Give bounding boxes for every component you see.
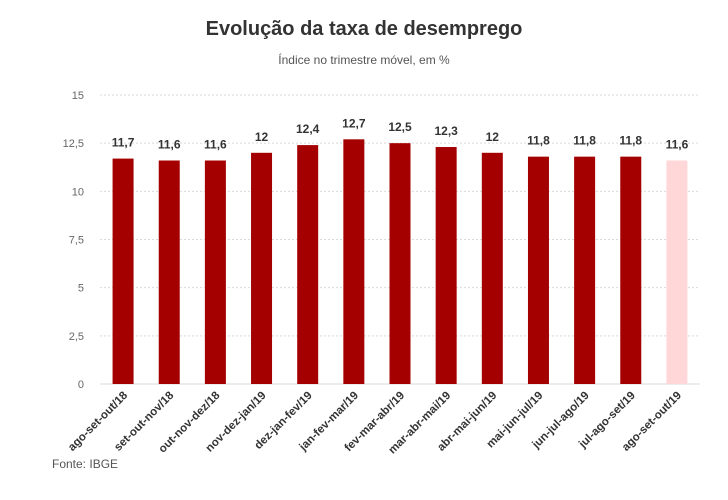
data-label: 11,8 bbox=[619, 134, 642, 148]
source-note: Fonte: IBGE bbox=[52, 457, 119, 471]
y-axis-ticks: 0 2,5 5 7,5 10 12,5 15 bbox=[63, 90, 84, 391]
bar bbox=[481, 152, 503, 384]
x-axis-ticks: ago-set-out/18set-out-nov/18out-nov-dez/… bbox=[66, 389, 684, 456]
y-tick-label: 5 bbox=[78, 283, 84, 295]
bar bbox=[620, 156, 642, 384]
chart-title: Evolução da taxa de desemprego bbox=[205, 18, 523, 40]
data-label: 11,7 bbox=[112, 136, 135, 150]
y-tick-label: 10 bbox=[72, 186, 84, 198]
data-label: 11,6 bbox=[158, 138, 181, 152]
bar bbox=[527, 156, 549, 384]
data-label: 12,3 bbox=[434, 124, 458, 138]
y-tick-label: 12,5 bbox=[63, 138, 84, 150]
bar bbox=[343, 139, 365, 384]
bar bbox=[389, 143, 411, 384]
data-label: 11,6 bbox=[204, 138, 227, 152]
bar bbox=[251, 152, 273, 384]
data-label: 12,4 bbox=[296, 122, 320, 136]
data-label: 11,8 bbox=[527, 134, 550, 148]
data-label: 12 bbox=[486, 130, 500, 144]
data-label: 12 bbox=[255, 130, 269, 144]
bars bbox=[112, 139, 688, 384]
y-tick-label: 15 bbox=[72, 90, 84, 102]
bar bbox=[158, 160, 180, 384]
data-labels: 11,7 11,6 11,6 12 12,4 12,7 12,5 12,3 12 11,8 11,8… bbox=[112, 116, 689, 151]
bar bbox=[297, 145, 319, 384]
y-tick-label: 7,5 bbox=[69, 235, 84, 247]
y-tick-label: 0 bbox=[78, 379, 84, 391]
bar bbox=[112, 158, 134, 384]
data-label: 11,8 bbox=[573, 134, 596, 148]
data-label: 12,7 bbox=[342, 116, 366, 130]
bar bbox=[574, 156, 596, 384]
data-label: 12,5 bbox=[388, 120, 412, 134]
bar bbox=[204, 160, 226, 384]
bar bbox=[435, 147, 457, 384]
chart-subtitle: Índice no trimestre móvel, em % bbox=[278, 53, 450, 67]
y-tick-label: 2,5 bbox=[69, 331, 84, 343]
data-label: 11,6 bbox=[666, 138, 689, 152]
bar bbox=[666, 160, 688, 384]
